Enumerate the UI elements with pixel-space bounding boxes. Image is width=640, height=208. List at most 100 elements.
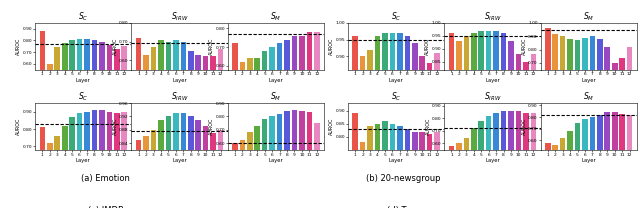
Title: $S_M$: $S_M$ [270, 10, 282, 23]
Bar [404, 129, 410, 208]
Y-axis label: AUROC: AUROC [113, 37, 118, 55]
Bar [122, 46, 127, 134]
Bar [151, 130, 156, 208]
Bar [77, 114, 83, 208]
Bar [375, 36, 380, 208]
Bar [397, 126, 403, 208]
Bar [516, 111, 521, 208]
Bar [582, 119, 588, 208]
Bar [47, 64, 52, 134]
Bar [114, 48, 120, 134]
Bar [486, 31, 492, 208]
Bar [545, 143, 550, 208]
Title: $S_C$: $S_C$ [78, 10, 88, 23]
Bar [375, 124, 380, 208]
Title: $S_M$: $S_M$ [583, 91, 595, 103]
Bar [218, 49, 223, 172]
Bar [232, 43, 237, 178]
Bar [195, 55, 201, 172]
Y-axis label: AUROC: AUROC [426, 118, 431, 135]
Bar [367, 50, 373, 208]
Bar [158, 40, 164, 172]
Bar [449, 146, 454, 208]
Bar [500, 33, 506, 208]
Bar [567, 39, 573, 156]
Bar [180, 113, 186, 208]
Bar [166, 116, 172, 208]
Bar [69, 117, 75, 208]
Bar [84, 39, 90, 134]
Bar [605, 47, 610, 156]
X-axis label: Layer: Layer [581, 158, 596, 163]
Bar [255, 126, 260, 208]
Title: $S_{IRW}$: $S_{IRW}$ [484, 10, 501, 23]
Bar [397, 33, 403, 208]
Bar [62, 126, 67, 208]
Bar [404, 36, 410, 208]
Bar [107, 45, 112, 134]
Bar [390, 124, 396, 208]
Bar [427, 134, 433, 208]
Bar [54, 136, 60, 208]
Text: (b) 20-newsgroup: (b) 20-newsgroup [366, 174, 440, 183]
Bar [77, 39, 83, 134]
Bar [419, 56, 425, 208]
Title: $S_C$: $S_C$ [78, 91, 88, 103]
Bar [299, 36, 305, 178]
Bar [92, 110, 97, 208]
X-axis label: Layer: Layer [76, 78, 91, 83]
X-axis label: Layer: Layer [268, 158, 284, 163]
Bar [284, 111, 290, 208]
Bar [284, 40, 290, 178]
X-axis label: Layer: Layer [172, 158, 187, 163]
Bar [456, 41, 461, 208]
Text: (a) Emotion: (a) Emotion [81, 174, 130, 183]
Bar [552, 145, 558, 208]
Bar [151, 47, 156, 172]
X-axis label: Layer: Layer [485, 158, 500, 163]
X-axis label: Layer: Layer [388, 78, 404, 83]
Y-axis label: AUROC: AUROC [426, 37, 430, 55]
Bar [143, 136, 149, 208]
Title: $S_C$: $S_C$ [391, 10, 401, 23]
Bar [203, 56, 209, 172]
Y-axis label: AUROC: AUROC [17, 37, 21, 55]
Bar [136, 38, 141, 172]
Bar [360, 142, 365, 208]
Bar [582, 37, 588, 156]
Bar [479, 31, 484, 208]
Bar [367, 126, 373, 208]
Y-axis label: AUROC: AUROC [113, 118, 118, 135]
Bar [545, 28, 550, 156]
Bar [307, 113, 312, 208]
Bar [107, 112, 112, 208]
Bar [471, 128, 477, 208]
Bar [69, 40, 75, 134]
Bar [84, 112, 90, 208]
Bar [218, 130, 223, 208]
Bar [575, 123, 580, 208]
Bar [560, 36, 565, 156]
Title: $S_M$: $S_M$ [270, 91, 282, 103]
Y-axis label: AUROC: AUROC [17, 118, 21, 135]
Bar [188, 51, 193, 172]
Bar [99, 110, 105, 208]
Bar [523, 113, 529, 208]
Text: (c) IMDB: (c) IMDB [88, 206, 124, 208]
Bar [589, 36, 595, 156]
Bar [307, 32, 312, 178]
Bar [612, 113, 618, 208]
Title: $S_M$: $S_M$ [583, 10, 595, 23]
Bar [435, 53, 440, 208]
Bar [479, 121, 484, 208]
Bar [203, 126, 209, 208]
Bar [456, 144, 461, 208]
X-axis label: Layer: Layer [581, 78, 596, 83]
Bar [173, 40, 179, 172]
Bar [531, 113, 536, 208]
Bar [523, 62, 529, 208]
Bar [166, 42, 172, 172]
Bar [419, 132, 425, 208]
X-axis label: Layer: Layer [172, 78, 187, 83]
Bar [493, 31, 499, 208]
